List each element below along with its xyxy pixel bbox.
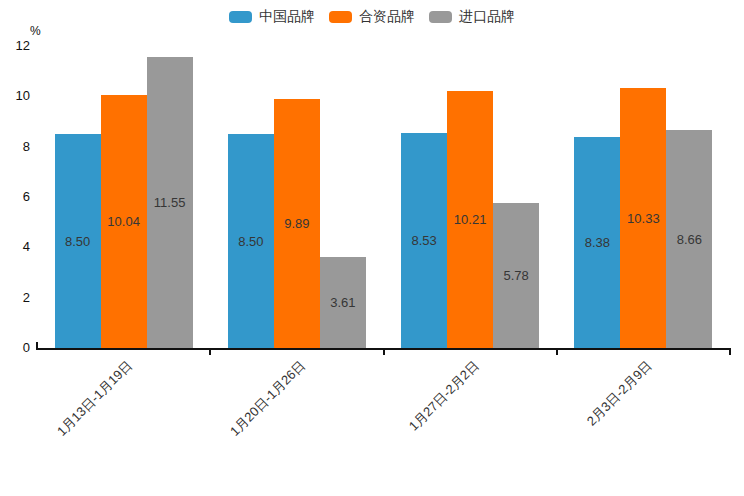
y-axis-tick-label: 2 [0,290,30,306]
legend-swatch-icon [429,11,452,23]
y-axis-tick-label: 10 [0,88,30,104]
x-axis-category-label: 1月27日-2月2日 [405,357,483,435]
legend-item-2[interactable]: 进口品牌 [429,8,515,26]
bar-value-label: 8.38 [585,235,610,250]
bar-series2-cat1: 3.61 [320,257,366,348]
chart-canvas: 中国品牌 合资品牌 进口品牌 % 8.50 10.04 11.55 8.50 9.89 3.6… [0,0,744,496]
bar-series2-cat0: 11.55 [147,57,193,348]
bar-value-label: 5.78 [503,268,528,283]
bar-series1-cat2: 10.21 [447,91,493,348]
x-axis-category-label: 1月13日-1月19日 [53,357,136,440]
legend-label: 合资品牌 [359,8,415,26]
bar-value-label: 10.33 [627,211,660,226]
bar-value-label: 8.53 [411,233,436,248]
bar-series0-cat1: 8.50 [228,134,274,348]
bar-series1-cat1: 9.89 [274,99,320,348]
y-axis-unit-label: % [30,24,41,38]
x-axis-tick [383,350,385,355]
bar-series0-cat3: 8.38 [574,137,620,348]
x-axis-category-label: 2月3日-2月9日 [583,357,656,430]
bar-value-label: 3.61 [330,295,355,310]
bar-series0-cat0: 8.50 [55,134,101,348]
bar-value-label: 10.04 [107,214,140,229]
legend-swatch-icon [229,11,252,23]
y-axis-tick-label: 6 [0,189,30,205]
bar-value-label: 9.89 [284,216,309,231]
bar-series2-cat2: 5.78 [493,203,539,348]
bar-group-2: 8.53 10.21 5.78 [384,46,557,348]
x-axis-tick [209,350,211,355]
bar-series1-cat0: 10.04 [101,95,147,348]
bar-value-label: 11.55 [154,195,186,210]
bar-value-label: 8.50 [65,234,90,249]
x-axis-tick [36,342,38,348]
bar-value-label: 8.50 [238,234,263,249]
legend-swatch-icon [329,11,352,23]
bar-group-0: 8.50 10.04 11.55 [37,46,210,348]
bar-group-3: 8.38 10.33 8.66 [557,46,730,348]
legend-label: 中国品牌 [259,8,315,26]
bar-series2-cat3: 8.66 [666,130,712,348]
y-axis-tick-label: 8 [0,139,30,155]
plot-area: 8.5010.0411.558.509.893.618.5310.215.788… [37,46,730,348]
bar-series1-cat3: 10.33 [620,88,666,348]
y-axis-tick-label: 12 [0,38,30,54]
bar-series0-cat2: 8.53 [401,133,447,348]
chart-legend: 中国品牌 合资品牌 进口品牌 [0,8,744,26]
y-axis-tick-label: 4 [0,239,30,255]
bar-value-label: 8.66 [677,232,702,247]
legend-item-0[interactable]: 中国品牌 [229,8,315,26]
bar-group-1: 8.50 9.89 3.61 [210,46,383,348]
legend-item-1[interactable]: 合资品牌 [329,8,415,26]
bar-value-label: 10.21 [454,212,487,227]
legend-label: 进口品牌 [459,8,515,26]
x-axis-category-label: 1月20日-1月26日 [226,357,309,440]
x-axis-tick [729,350,731,355]
x-axis-tick [556,350,558,355]
y-axis-tick-label: 0 [0,340,30,356]
